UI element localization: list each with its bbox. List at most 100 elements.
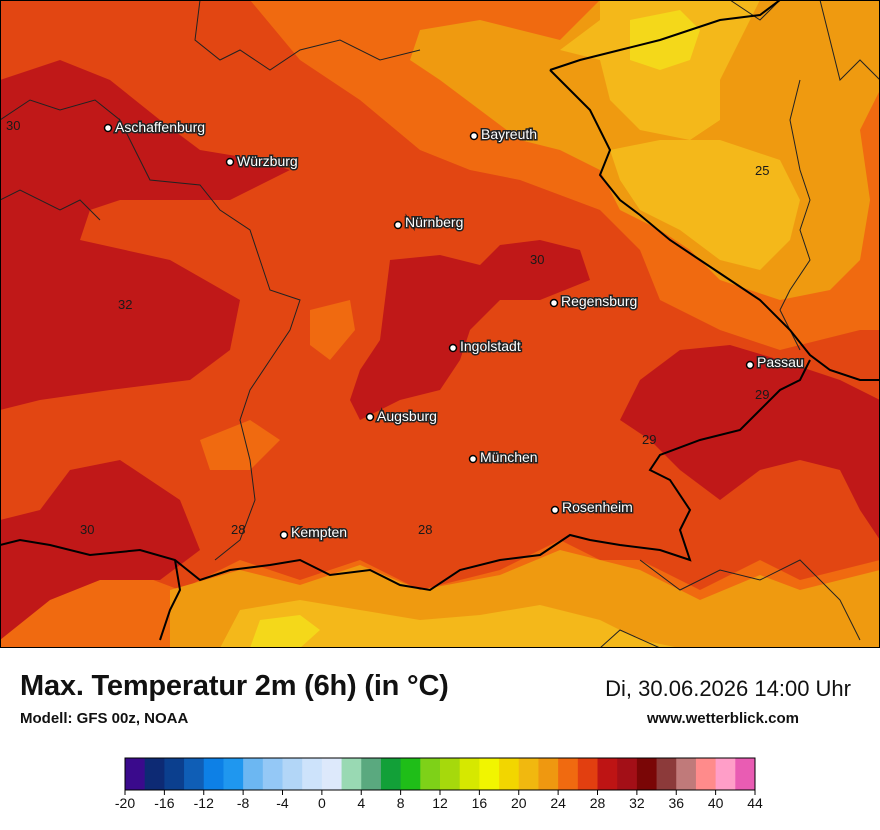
city-label: Bayreuth xyxy=(481,126,537,142)
temperature-zone-27-kempten xyxy=(200,420,280,470)
city-label: Würzburg xyxy=(237,153,298,169)
legend-swatch xyxy=(597,758,618,790)
legend-swatch xyxy=(380,758,402,790)
legend-swatch xyxy=(302,758,323,790)
temperature-zone-23-south xyxy=(220,600,680,648)
legend-swatch xyxy=(144,758,165,790)
temperature-zone-21-north xyxy=(630,10,700,70)
legend-swatch xyxy=(223,758,244,790)
legend-tick-label: 36 xyxy=(668,795,684,811)
legend-swatch xyxy=(538,758,559,790)
legend-swatches xyxy=(124,757,756,791)
legend-tick-label: 40 xyxy=(708,795,724,811)
legend-swatch xyxy=(361,758,382,790)
contour-label: 30 xyxy=(530,252,544,267)
legend-swatch xyxy=(282,758,303,790)
legend-tick-label: 20 xyxy=(511,795,527,811)
legend-tick-label: -8 xyxy=(237,795,250,811)
legend-tick-label: -20 xyxy=(115,795,135,811)
legend-swatch xyxy=(125,758,146,790)
legend-swatch xyxy=(558,758,579,790)
city-marker-regensburg: Regensburg xyxy=(549,292,639,311)
national-border xyxy=(549,0,781,71)
map-title: Max. Temperatur 2m (6h) (in °C) xyxy=(20,670,449,702)
legend-swatch xyxy=(262,758,283,790)
contour-label: 30 xyxy=(6,118,20,133)
regional-border xyxy=(729,0,880,351)
city-marker-passau: Passau xyxy=(745,353,805,372)
legend-swatch xyxy=(499,758,520,790)
city-marker-kempten: Kempten xyxy=(279,523,349,542)
legend-swatch xyxy=(676,758,697,790)
legend-tick-label: 0 xyxy=(318,795,326,811)
legend-tick-label: 24 xyxy=(550,795,566,811)
color-legend: -20 -16 -12 -8 -4 0 4 8 12 16 20 24 28 32 36 40 44 xyxy=(115,757,763,811)
model-info: Modell: GFS 00z, NOAA xyxy=(20,710,189,727)
city-marker-rosenheim: Rosenheim xyxy=(550,498,634,517)
legend-swatch xyxy=(400,758,421,790)
legend-swatch xyxy=(164,758,185,790)
legend-tick-label: 32 xyxy=(629,795,645,811)
legend-swatch xyxy=(577,758,598,790)
national-border xyxy=(0,359,811,592)
city-label: Aschaffenburg xyxy=(115,119,205,135)
legend-swatch xyxy=(184,758,205,790)
city-label: Rosenheim xyxy=(562,499,633,515)
city-marker-nuernberg: Nürnberg xyxy=(393,213,465,232)
city-marker-muenchen: München xyxy=(468,448,539,467)
legend-tick-label: -4 xyxy=(276,795,289,811)
city-marker-augsburg: Augsburg xyxy=(365,407,438,426)
legend-swatch xyxy=(695,758,717,790)
legend-swatch xyxy=(459,758,480,790)
legend-swatch xyxy=(321,758,343,790)
temperature-zone-23-east xyxy=(610,140,800,270)
legend-tick-label: -12 xyxy=(194,795,214,811)
legend-tick-label: 16 xyxy=(472,795,488,811)
regional-border xyxy=(599,559,861,648)
temperature-map: 30 25 30 32 29 29 30 28 28 Aschaffenburg… xyxy=(0,0,880,648)
regional-border xyxy=(0,99,301,561)
legend-swatch xyxy=(656,758,677,790)
contour-label: 29 xyxy=(755,387,769,402)
temperature-zone-21-south xyxy=(250,615,320,648)
city-label: München xyxy=(480,449,538,465)
legend-tick-label: 12 xyxy=(432,795,448,811)
legend-swatch xyxy=(203,758,224,790)
website-link[interactable]: www.wetterblick.com xyxy=(647,710,799,727)
city-marker-bayreuth: Bayreuth xyxy=(469,125,539,144)
city-label: Kempten xyxy=(291,524,347,540)
legend-tick-label: 8 xyxy=(397,795,405,811)
contour-label: 30 xyxy=(80,522,94,537)
legend-tick-label: -16 xyxy=(154,795,174,811)
contour-label: 32 xyxy=(118,297,132,312)
temperature-zone-31-center xyxy=(350,240,590,420)
legend-swatch xyxy=(341,758,362,790)
temperature-zone-31-southwest xyxy=(0,460,200,640)
regional-border xyxy=(0,189,101,221)
city-label: Nürnberg xyxy=(405,214,463,230)
legend-swatch xyxy=(479,758,500,790)
legend-swatch xyxy=(243,758,264,790)
legend-tick-label: 44 xyxy=(747,795,763,811)
temperature-zone-31-east xyxy=(620,345,880,540)
contour-label: 29 xyxy=(642,432,656,447)
city-label: Regensburg xyxy=(561,293,637,309)
regional-border xyxy=(194,0,421,71)
contour-label: 28 xyxy=(418,522,432,537)
legend-swatch xyxy=(715,758,736,790)
city-marker-aschaffenburg: Aschaffenburg xyxy=(103,118,207,137)
legend-swatch xyxy=(636,758,658,790)
national-border xyxy=(549,69,880,381)
temperature-zone-27-west xyxy=(310,300,355,360)
city-label: Ingolstadt xyxy=(460,338,521,354)
temperature-zone-25-north-center xyxy=(420,30,480,70)
legend-tick-label: 4 xyxy=(357,795,365,811)
legend-swatch xyxy=(518,758,539,790)
legend-swatch xyxy=(440,758,461,790)
contour-label: 28 xyxy=(231,522,245,537)
legend-swatch xyxy=(617,758,638,790)
city-marker-wuerzburg: Würzburg xyxy=(225,152,299,171)
temperature-zone-31-west xyxy=(0,60,290,410)
national-border xyxy=(159,559,182,641)
valid-datetime: Di, 30.06.2026 14:00 Uhr xyxy=(605,676,851,701)
